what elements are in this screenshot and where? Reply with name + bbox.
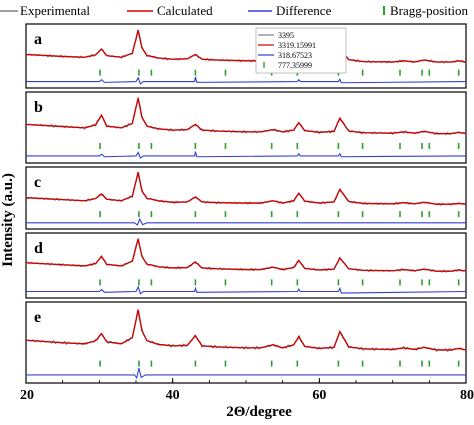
y-axis-label: Intensity (a.u.) <box>0 173 16 267</box>
panel-frame <box>25 91 467 164</box>
x-tick-label: 80 <box>460 388 474 403</box>
experimental-line <box>25 30 467 64</box>
calculated-line <box>25 309 467 351</box>
calculated-line <box>25 29 467 63</box>
difference-line <box>26 367 466 380</box>
panel-e: e <box>25 301 467 384</box>
experimental-line <box>25 98 467 136</box>
difference-line <box>26 76 467 85</box>
calculated-line <box>25 171 467 205</box>
panel-a: a <box>25 23 467 89</box>
legend-label: Difference <box>276 3 332 18</box>
x-tick-label: 60 <box>312 388 326 403</box>
panel-b: b <box>25 91 467 164</box>
panel-letter: a <box>34 31 42 48</box>
experimental-line <box>25 170 467 207</box>
calculated-line <box>25 238 467 272</box>
legend-entry: Difference <box>248 3 332 18</box>
panel-letter: d <box>34 240 43 257</box>
legend-entry: Bragg-position <box>383 3 468 18</box>
inner-legend-label: 777.35999 <box>278 61 312 70</box>
panel-frame <box>25 23 467 89</box>
legend: Experimental Calculated Difference Bragg-po… <box>0 3 468 18</box>
panel-letter: c <box>34 174 41 191</box>
panel-c: c <box>25 166 467 230</box>
difference-line <box>26 151 467 159</box>
legend-label: Bragg-position <box>390 3 468 18</box>
panel-frame <box>25 166 467 230</box>
difference-line <box>26 285 467 295</box>
inner-legend-label: 3395 <box>278 31 294 40</box>
panel-d: d <box>25 232 467 299</box>
legend-entry: Experimental <box>0 3 90 18</box>
inner-legend-label: 318.67523 <box>278 51 312 60</box>
panel-letter: e <box>34 309 41 326</box>
panel-frame <box>25 232 467 299</box>
panel-letter: b <box>34 99 43 116</box>
panel-frame <box>25 301 467 384</box>
x-axis-label: 2Θ/degree <box>226 404 292 420</box>
x-axis: 20 40 60 80 <box>20 378 474 403</box>
inner-legend-label: 3319.15991 <box>278 41 316 50</box>
legend-entry: Calculated <box>127 3 213 18</box>
legend-label: Calculated <box>157 3 213 18</box>
calculated-line <box>25 97 467 135</box>
experimental-line <box>25 238 467 273</box>
x-tick-label: 20 <box>20 388 34 403</box>
legend-label: Experimental <box>20 3 90 18</box>
difference-line <box>26 217 466 226</box>
experimental-line <box>25 310 467 353</box>
x-tick-label: 40 <box>166 388 180 403</box>
